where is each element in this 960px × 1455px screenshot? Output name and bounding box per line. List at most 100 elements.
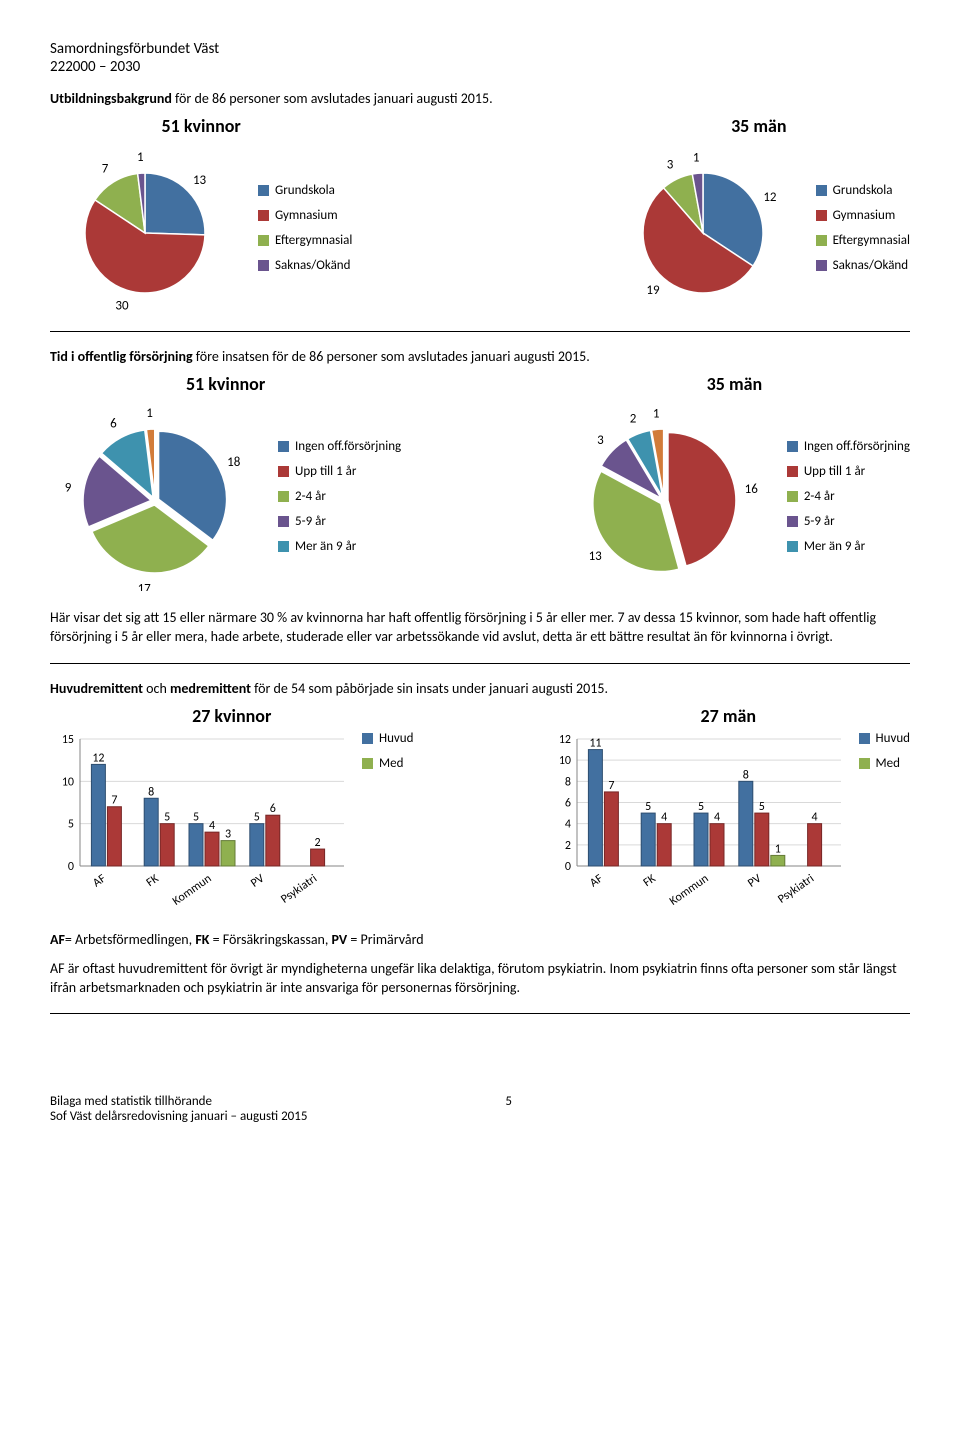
svg-text:12: 12	[92, 751, 104, 765]
bar-man-title: 27 män	[701, 705, 757, 727]
legend-item: 2-4 år	[787, 489, 910, 504]
svg-text:PV: PV	[248, 871, 267, 890]
bar-kvinnor-block: 27 kvinnor 051015127AF85FK543Kommun56PV2…	[50, 705, 413, 921]
svg-text:30: 30	[115, 298, 129, 313]
bar-man-chart: 024681012117AF54FK54Kommun851PV4Psykiatr…	[547, 731, 847, 921]
bar-man-legend: Huvud Med	[859, 731, 910, 771]
svg-text:0: 0	[564, 860, 570, 874]
legend-label: Gymnasium	[275, 208, 338, 223]
svg-text:1: 1	[693, 150, 700, 165]
legend-item: Mer än 9 år	[278, 539, 401, 554]
legend-swatch	[859, 758, 870, 769]
bar-row: 27 kvinnor 051015127AF85FK543Kommun56PV2…	[50, 705, 910, 921]
section3-mid: och	[143, 680, 170, 697]
section1-title: Utbildningsbakgrund för de 86 personer s…	[50, 90, 910, 107]
svg-text:Psykiatri: Psykiatri	[775, 871, 817, 906]
svg-text:13: 13	[588, 549, 602, 564]
svg-text:Psykiatri: Psykiatri	[278, 871, 320, 906]
separator	[50, 1013, 910, 1014]
svg-text:4: 4	[713, 810, 719, 824]
svg-text:FK: FK	[144, 871, 162, 890]
pie-row-1: 51 kvinnor 133071 Grundskola Gymnasium Eft…	[50, 115, 910, 313]
legend-label: Grundskola	[275, 183, 335, 198]
legend-label: Saknas/Okänd	[275, 258, 350, 273]
legend-label: Eftergymnasial	[275, 233, 352, 248]
svg-text:8: 8	[564, 775, 570, 789]
section2-bold: Tid i offentlig försörjning	[50, 348, 193, 365]
legend-item: Ingen off.försörjning	[278, 439, 401, 454]
svg-text:7: 7	[111, 794, 117, 808]
abbr-line: AF= Arbetsförmedlingen, FK = Försäkrings…	[50, 931, 910, 950]
legend-swatch	[258, 210, 269, 221]
pie1-man-block: 35 män 121931 GrundskolaGymnasiumEftergy…	[608, 115, 910, 313]
org-number: 222000 – 2030	[50, 58, 910, 76]
section1-rest: för de 86 personer som avslutades januar…	[172, 90, 493, 107]
bar-kvinnor-title: 27 kvinnor	[192, 705, 271, 727]
svg-text:18: 18	[227, 455, 241, 470]
org-name: Samordningsförbundet Väst	[50, 40, 910, 58]
legend-label: Med	[379, 756, 403, 771]
svg-text:1: 1	[137, 150, 144, 165]
abbr-text: = Arbetsförmedlingen,	[65, 931, 195, 948]
legend-item: Gymnasium	[816, 208, 910, 223]
legend-swatch	[278, 441, 289, 452]
section1-bold: Utbildningsbakgrund	[50, 90, 172, 107]
svg-text:6: 6	[270, 802, 276, 816]
footer: Bilaga med statistik tillhörande Sof Väs…	[50, 1094, 910, 1124]
pie2-kvinnor-chart: 1817961	[50, 401, 260, 591]
svg-text:3: 3	[597, 433, 604, 448]
legend-item: Eftergymnasial	[258, 233, 352, 248]
legend-item: Eftergymnasial	[816, 233, 910, 248]
legend-swatch	[816, 235, 827, 246]
legend-label: Mer än 9 år	[295, 539, 356, 554]
svg-text:2: 2	[315, 836, 321, 850]
para1: Här visar det sig att 15 eller närmare 3…	[50, 609, 910, 647]
svg-text:5: 5	[645, 800, 651, 814]
pie1-kvinnor-chart: 133071	[50, 143, 240, 313]
legend-item: Huvud	[362, 731, 413, 746]
pie2-kvinnor-title: 51 kvinnor	[186, 373, 265, 395]
legend-label: 5-9 år	[804, 514, 835, 529]
svg-text:10: 10	[62, 775, 74, 789]
legend-swatch	[278, 491, 289, 502]
pie-row-2: 51 kvinnor 1817961 Ingen off.försörjning…	[50, 373, 910, 591]
svg-text:5: 5	[254, 810, 260, 824]
legend-label: Huvud	[876, 731, 910, 746]
pie1-kvinnor-legend: Grundskola Gymnasium Eftergymnasial Saknas/…	[258, 183, 352, 273]
svg-text:8: 8	[742, 768, 748, 782]
svg-text:5: 5	[193, 810, 199, 824]
svg-text:PV: PV	[745, 871, 764, 890]
pie2-man-block: 35 män 1613321 Ingen off.försörjningUpp …	[559, 373, 910, 591]
legend-item: Upp till 1 år	[278, 464, 401, 479]
legend-swatch	[787, 466, 798, 477]
svg-text:11: 11	[589, 736, 601, 750]
abbr-bold: PV	[332, 931, 348, 948]
legend-item: 5-9 år	[787, 514, 910, 529]
legend-swatch	[787, 491, 798, 502]
svg-text:AF: AF	[90, 871, 109, 890]
section3-bold1: Huvudremittent	[50, 680, 143, 697]
legend-label: 5-9 år	[295, 514, 326, 529]
pie2-kvinnor-block: 51 kvinnor 1817961 Ingen off.försörjning…	[50, 373, 401, 591]
footer-line1: Bilaga med statistik tillhörande	[50, 1094, 307, 1109]
svg-text:9: 9	[65, 481, 72, 496]
legend-swatch	[362, 733, 373, 744]
legend-item: Upp till 1 år	[787, 464, 910, 479]
abbr-text: = Försäkringskassan,	[209, 931, 331, 948]
svg-text:0: 0	[68, 860, 74, 874]
legend-swatch	[859, 733, 870, 744]
legend-label: Mer än 9 år	[804, 539, 865, 554]
legend-swatch	[278, 516, 289, 527]
svg-text:4: 4	[209, 819, 215, 833]
svg-text:5: 5	[758, 800, 764, 814]
legend-label: Ingen off.försörjning	[295, 439, 401, 454]
footer-line2: Sof Väst delårsredovisning januari – aug…	[50, 1109, 307, 1124]
svg-text:12: 12	[558, 733, 570, 747]
legend-item: Med	[859, 756, 910, 771]
svg-text:2: 2	[630, 412, 637, 427]
para2: AF är oftast huvudremittent för övrigt ä…	[50, 960, 910, 998]
legend-item: Ingen off.försörjning	[787, 439, 910, 454]
pie1-kvinnor-title: 51 kvinnor	[162, 115, 241, 137]
svg-text:7: 7	[608, 779, 614, 793]
svg-text:3: 3	[666, 158, 673, 173]
